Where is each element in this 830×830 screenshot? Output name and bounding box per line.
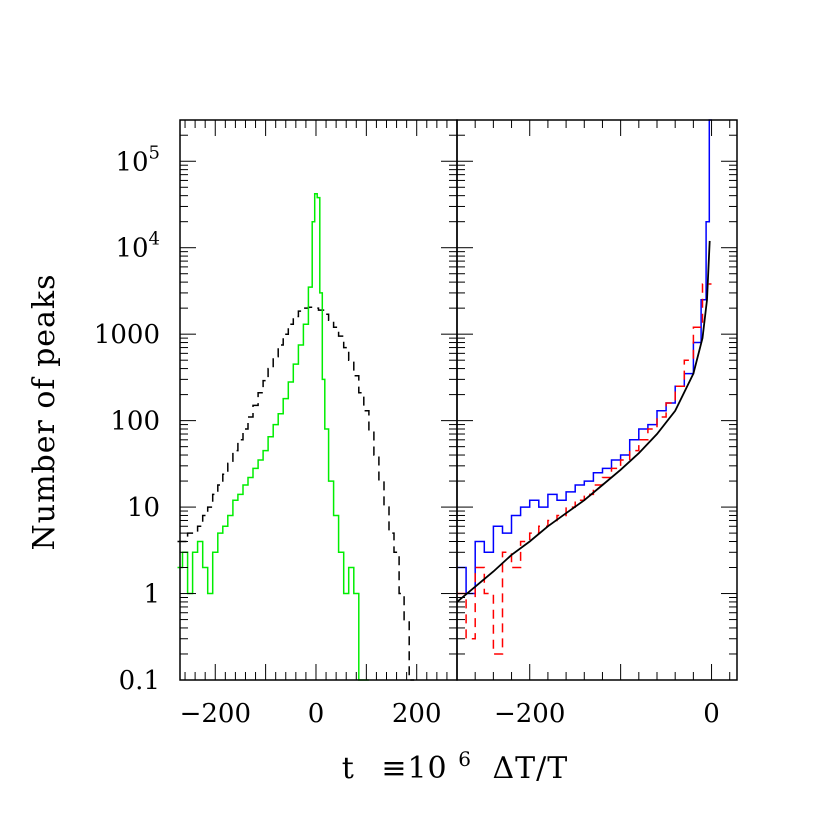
right-plot-frame (456, 119, 738, 681)
x-tick-label: 200 (392, 699, 442, 729)
tick-labels: −200 0 200 0.1 1 10 100 1000 104 105 −200 0 (94, 142, 720, 729)
y-tick-label: 104 (115, 229, 160, 264)
y-tick-label: 0.1 (119, 666, 160, 696)
panel-1-series-2-line (456, 240, 711, 603)
right-tick-marks (456, 119, 737, 681)
x-axis-label-rest: ΔT/T (492, 751, 568, 786)
panel-0-series-0-line (177, 306, 415, 681)
x-axis-label-equiv: ≡10 (381, 751, 447, 786)
x-tick-label: 0 (703, 699, 720, 729)
y-tick-label: 1 (143, 580, 160, 610)
left-plot-frame (179, 119, 458, 681)
y-tick-label: 105 (115, 142, 160, 177)
x-axis-label-exp: 6 (458, 747, 472, 771)
y-tick-label: 1000 (94, 320, 160, 350)
y-axis-label: Number of peaks (27, 274, 62, 551)
left-plot (177, 119, 458, 681)
x-tick-label: 0 (308, 699, 325, 729)
x-axis-label-t: t (342, 751, 355, 786)
y-tick-label: 10 (127, 493, 160, 523)
x-tick-label: −200 (494, 699, 565, 729)
panel-1-series-1-line (457, 283, 712, 655)
panel-1-series-0-line (457, 119, 712, 595)
y-tick-label: 100 (110, 407, 160, 437)
right-plot (456, 119, 738, 681)
right-series-group (456, 119, 712, 655)
panel-0-series-1-line (177, 193, 369, 681)
x-tick-label: −200 (180, 699, 251, 729)
left-tick-marks (180, 119, 458, 681)
x-axis-label: t ≡10 6 ΔT/T (342, 739, 569, 786)
left-series-group (177, 193, 415, 681)
